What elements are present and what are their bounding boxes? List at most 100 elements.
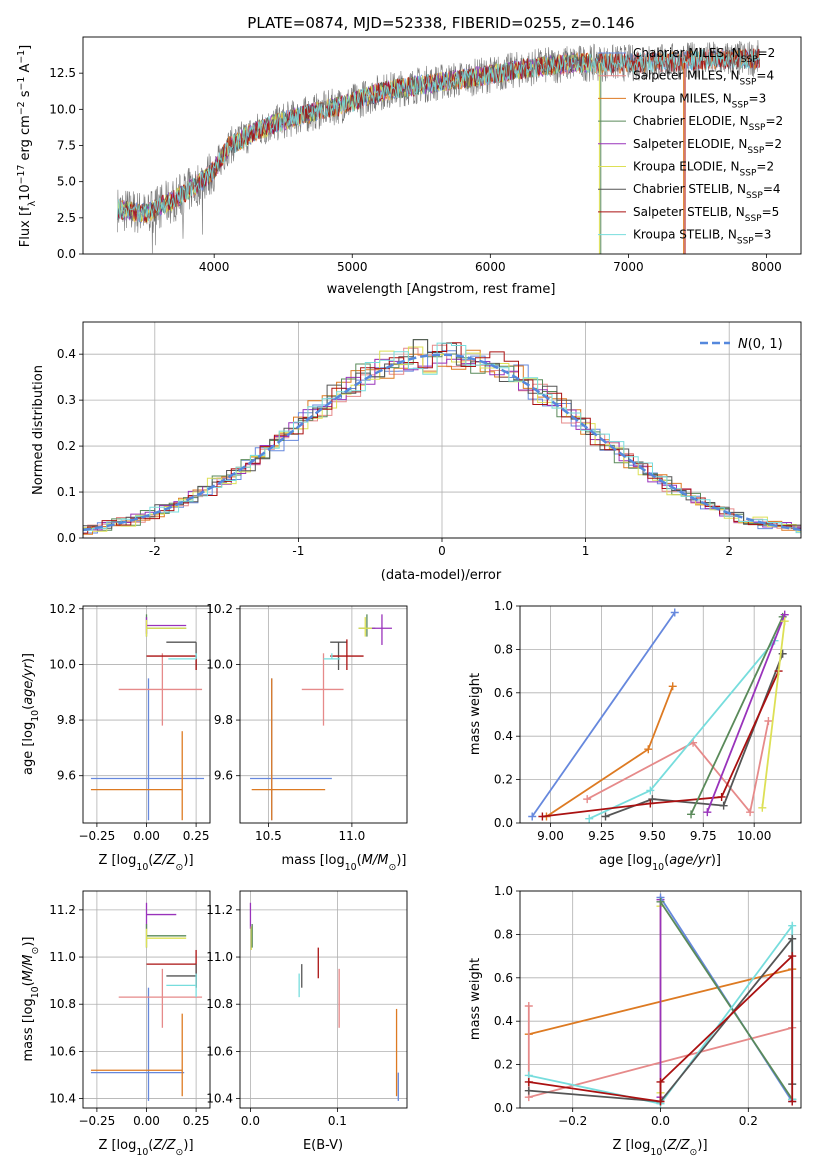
x-tick-label: -2: [149, 544, 161, 558]
mass-weight-series-line: [690, 616, 784, 815]
residuals-y-label: Normed distribution: [31, 365, 46, 495]
age_vs_mass-plot-area: [250, 614, 392, 821]
y-tick-label: 11.2: [49, 903, 76, 917]
spectrum-x-label: wavelength [Angstrom, rest frame]: [327, 282, 556, 297]
x-tick-label: 10.5: [255, 829, 282, 843]
x-tick-label: 0.25: [183, 1114, 210, 1128]
x-tick-label: 0.00: [133, 829, 160, 843]
mass-weight-marker: [644, 745, 653, 754]
x-tick-label: 4000: [199, 260, 230, 274]
y-tick-label: 11.0: [206, 950, 233, 964]
y-tick-label: 10.0: [49, 102, 76, 116]
mass-weight-marker: [719, 801, 728, 810]
legend-entry: Chabrier ELODIE, NSSP=2: [633, 114, 783, 133]
x-tick-label: 6000: [475, 260, 506, 274]
mass_vs_Z-plot-area: [90, 902, 203, 1101]
mass-weight-marker: [583, 795, 592, 804]
x-tick-label: -1: [292, 544, 304, 558]
age-vs-mass-x-label: mass [log10(M/M⊙)]: [282, 853, 407, 873]
model-spectrum-line: [117, 47, 760, 223]
mass-weight-marker: [648, 795, 657, 804]
mass-weight-marker: [646, 799, 655, 808]
normal-distribution-curve: [83, 353, 801, 532]
legend-entry: Salpeter STELIB, NSSP=5: [633, 205, 779, 224]
y-tick-label: 0.8: [494, 642, 513, 656]
age-vs-Z-x-label: Z [log10(Z/Z⊙)]: [98, 853, 193, 873]
y-tick-label: 10.2: [206, 602, 233, 616]
y-tick-label: 10.2: [49, 602, 76, 616]
y-tick-label: 9.8: [214, 713, 233, 727]
mass-weight-marker: [538, 812, 547, 821]
mass-weight-marker: [656, 897, 665, 906]
spectrum-plot-area: [117, 40, 760, 254]
mass_vs_Z-axes: −0.25 0.00 0.25 10.4 10.6 10.8 11.0 11.2: [49, 891, 210, 1128]
x-tick-label: 0.1: [328, 1114, 347, 1128]
y-tick-label: 0.4: [494, 729, 513, 743]
mass-weight-series-line: [588, 640, 776, 820]
mass-weight-marker: [668, 682, 677, 691]
y-tick-label: 12.5: [49, 66, 76, 80]
y-tick-label: 10.6: [206, 1044, 233, 1058]
mass-weight-marker: [528, 812, 537, 821]
massweight_vs_age-frame: [519, 605, 802, 824]
legend-entry: Salpeter MILES, NSSP=4: [633, 69, 774, 88]
x-tick-label: −0.25: [79, 829, 116, 843]
y-tick-label: 11.0: [49, 950, 76, 964]
x-tick-label: 2: [725, 544, 733, 558]
x-tick-label: −0.2: [558, 1114, 587, 1128]
y-tick-label: 10.6: [49, 1044, 76, 1058]
legend-entry: Kroupa STELIB, NSSP=3: [633, 228, 771, 247]
y-tick-label: 0.0: [57, 247, 76, 261]
y-tick-label: 0.4: [57, 347, 76, 361]
mass-weight-marker: [788, 934, 797, 943]
massweight-vs-Z-y-label: mass weight: [468, 958, 483, 1040]
y-tick-label: 0.2: [494, 773, 513, 787]
mass-weight-marker: [601, 812, 610, 821]
mass-weight-marker: [524, 1077, 533, 1086]
y-tick-label: 0.3: [57, 393, 76, 407]
mass_vs_ebv-axes: 0.0 0.1 10.4 10.6 10.8 11.0 11.2: [206, 891, 407, 1128]
mass-weight-series-line: [659, 901, 793, 1100]
legend-entry: Kroupa ELODIE, NSSP=2: [633, 160, 774, 179]
mass-weight-marker: [788, 1097, 797, 1106]
x-tick-label: 9.00: [537, 829, 564, 843]
age_vs_mass-frame: [239, 605, 408, 824]
spectrum-legend: Chabrier MILES, NSSP=2 Salpeter MILES, NS…: [598, 46, 783, 247]
mass_vs_Z-frame: [82, 890, 211, 1109]
mass-weight-marker: [585, 814, 594, 823]
legend-entry: Chabrier MILES, NSSP=2: [633, 46, 775, 65]
mass-weight-marker: [656, 1077, 665, 1086]
y-tick-label: 0.4: [494, 1014, 513, 1028]
y-tick-label: 9.8: [57, 713, 76, 727]
mass-weight-series-line: [761, 621, 786, 808]
legend-entry: Kroupa MILES, NSSP=3: [633, 91, 766, 110]
y-tick-label: 2.5: [57, 211, 76, 225]
residual-histogram-step: [83, 358, 801, 531]
spectrum-y-label: Flux [fλ10−17 erg cm−2 s−1 A−1]: [16, 45, 38, 247]
mass-weight-marker: [646, 786, 655, 795]
age_vs_mass-axes: 10.5 11.0 9.6 9.8 10.0 10.2: [206, 602, 407, 843]
massweight_vs_age-plot-area: [528, 608, 789, 823]
x-tick-label: 0.0: [651, 1114, 670, 1128]
spectrum-frame: [82, 36, 802, 255]
mass-weight-marker: [780, 617, 789, 626]
x-tick-label: 9.25: [588, 829, 615, 843]
y-tick-label: 0.8: [494, 927, 513, 941]
mass-weight-series-line: [542, 670, 780, 818]
mass-weight-marker: [717, 792, 726, 801]
x-tick-label: 0.2: [739, 1114, 758, 1128]
y-tick-label: 9.6: [214, 769, 233, 783]
mass-weight-marker: [788, 952, 797, 961]
y-tick-label: 7.5: [57, 139, 76, 153]
mass-vs-Z-y-label: mass [log10(M/M⊙)]: [21, 937, 41, 1062]
legend-entry: Salpeter ELODIE, NSSP=2: [633, 137, 782, 156]
age_vs_Z-axes: −0.25 0.00 0.25 9.6 9.8 10.0 10.2: [49, 602, 210, 843]
y-tick-label: 10.0: [206, 657, 233, 671]
y-tick-label: 0.1: [57, 485, 76, 499]
mass-weight-marker: [670, 608, 679, 617]
y-tick-label: 1.0: [494, 599, 513, 613]
x-tick-label: 11.0: [339, 829, 366, 843]
y-tick-label: 9.6: [57, 769, 76, 783]
residuals-legend-entry: N(0, 1): [738, 337, 783, 352]
